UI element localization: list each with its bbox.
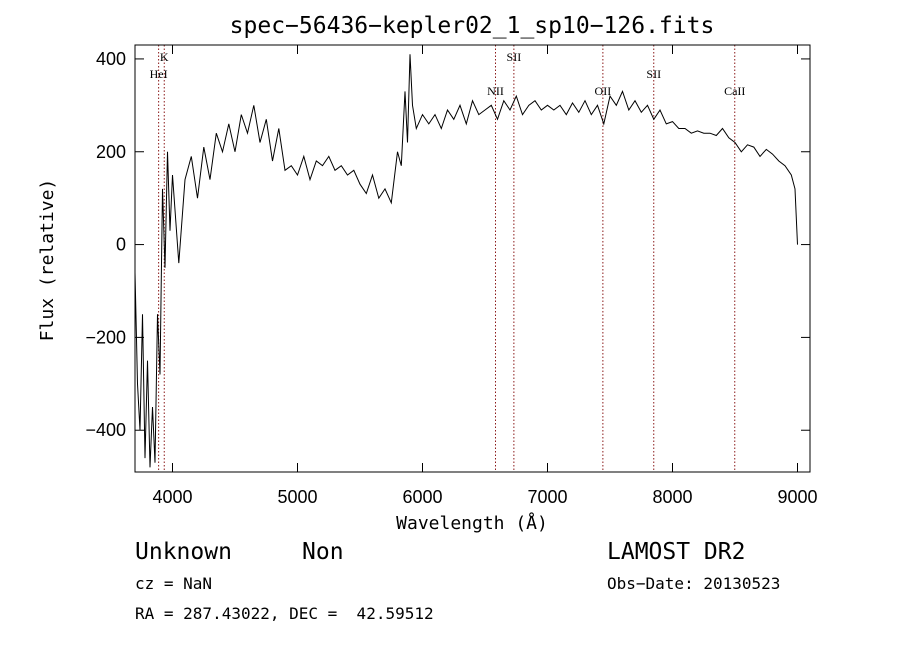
plot-frame <box>134 44 811 473</box>
x-tick-label: 6000 <box>402 487 442 507</box>
subclass-label: Non <box>302 539 344 565</box>
y-tick-label: −200 <box>85 327 126 347</box>
x-axis-ticks: 4000 5000 6000 7000 8000 9000 <box>152 45 818 507</box>
emission-line-markers: K HeI NII SII OII SII CaII <box>150 45 745 472</box>
x-tick-label: 9000 <box>777 487 817 507</box>
line-marker-label: NII <box>487 84 504 98</box>
redshift-label: cz = NaN <box>135 574 213 593</box>
chart-title: spec−56436−kepler02_1_sp10−126.fits <box>230 13 715 39</box>
y-tick-label: 0 <box>116 235 126 255</box>
y-tick-label: 400 <box>96 49 126 69</box>
x-axis-label: Wavelength (Å) <box>396 512 548 534</box>
survey-label: LAMOST DR2 <box>607 539 746 565</box>
spectrum-line <box>134 54 798 468</box>
line-marker-label: SII <box>507 50 522 64</box>
x-tick-label: 7000 <box>527 487 567 507</box>
line-marker-label: SII <box>646 67 661 81</box>
line-marker-label: K <box>160 50 169 64</box>
x-tick-label: 5000 <box>277 487 317 507</box>
y-axis-ticks: −400 −200 0 200 400 <box>85 49 810 440</box>
y-axis-label: Flux (relative) <box>37 179 58 342</box>
coordinates-label: RA = 287.43022, DEC = 42.59512 <box>135 604 434 623</box>
x-tick-label: 8000 <box>652 487 692 507</box>
y-tick-label: 200 <box>96 142 126 162</box>
line-marker-label: OII <box>595 84 612 98</box>
x-tick-label: 4000 <box>152 487 192 507</box>
classification-label: Unknown <box>135 539 232 565</box>
obs-date-label: Obs−Date: 20130523 <box>607 574 781 593</box>
line-marker-label: CaII <box>724 84 745 98</box>
y-tick-label: −400 <box>85 420 126 440</box>
line-marker-label: HeI <box>150 67 168 81</box>
